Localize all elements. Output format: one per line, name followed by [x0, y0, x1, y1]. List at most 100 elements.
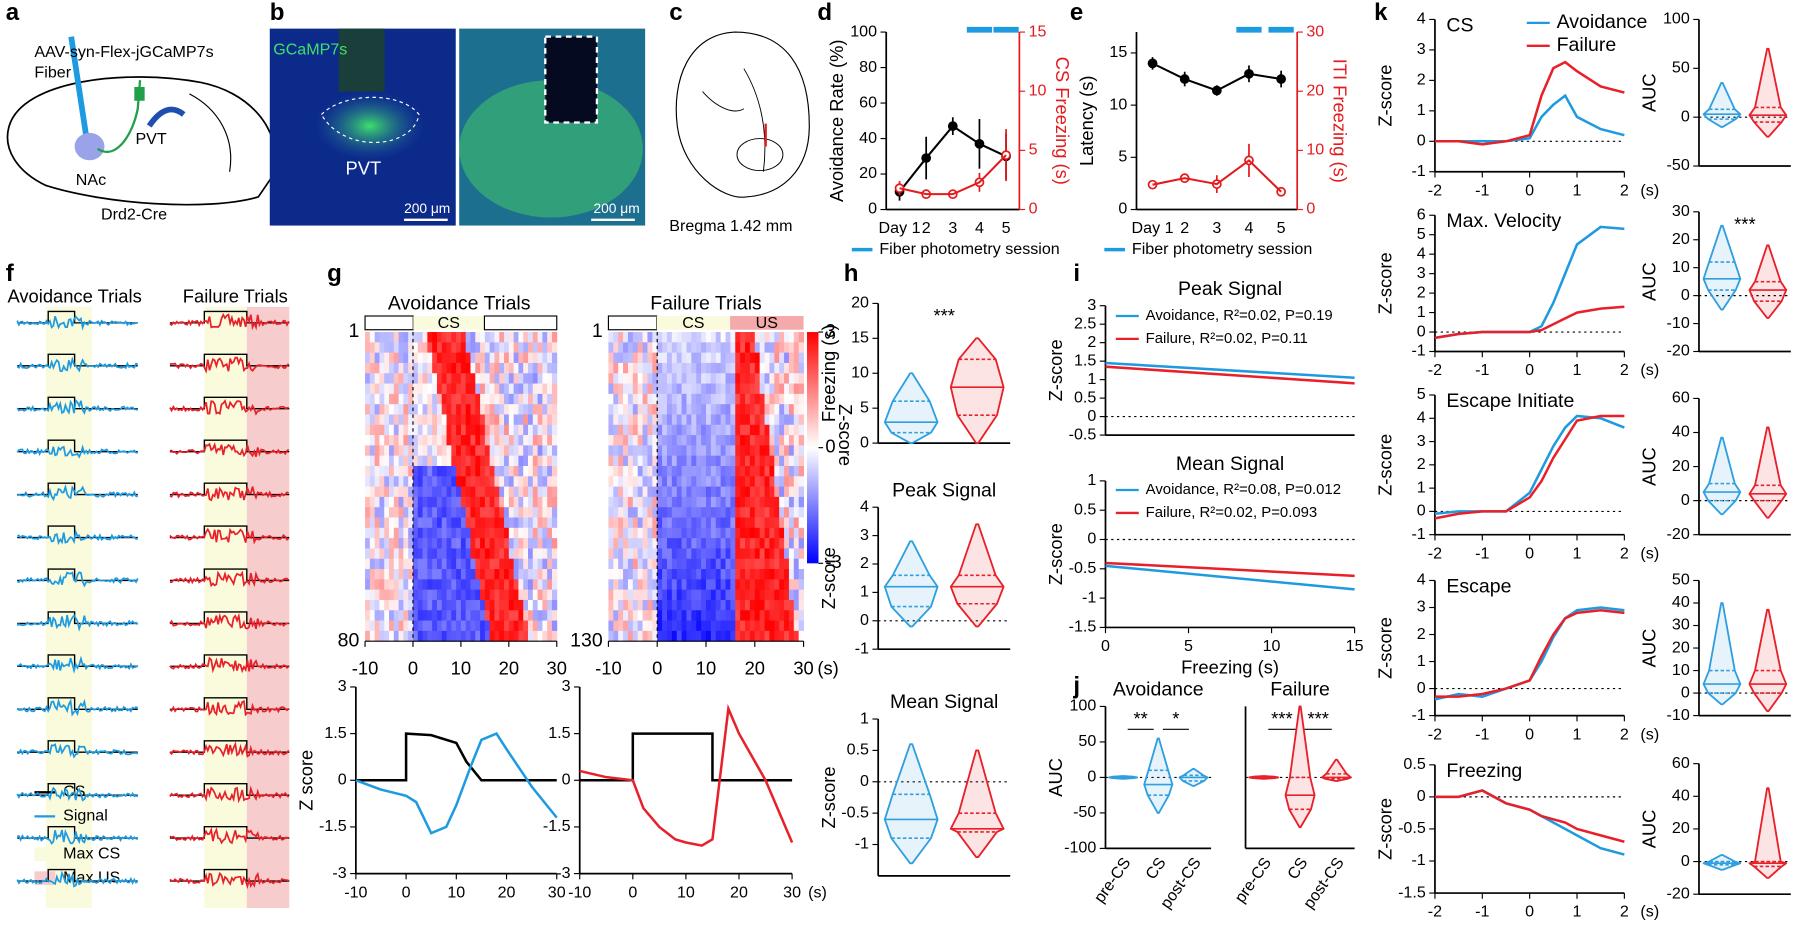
- heatmap-cell: [427, 393, 433, 405]
- heatmap-cell: [710, 630, 717, 642]
- y-axis-label: AUC: [1639, 73, 1660, 112]
- heatmap-cell: [441, 435, 447, 446]
- heatmap-cell: [551, 496, 558, 508]
- heatmap-cell: [701, 352, 707, 364]
- heatmap-cell: [489, 610, 495, 622]
- heatmap-cell: [446, 435, 452, 446]
- heatmap-cell: [480, 383, 486, 395]
- x-tick-label: -2: [1428, 181, 1442, 199]
- heatmap-cell: [701, 620, 707, 632]
- heatmap-cell: [523, 455, 529, 467]
- heatmap-cell: [696, 465, 702, 477]
- heatmap-cell: [793, 362, 800, 374]
- heatmap-cell: [696, 527, 702, 539]
- heatmap-cell: [686, 517, 692, 529]
- heatmap-cell: [528, 496, 534, 508]
- heatmap-cell: [740, 496, 746, 508]
- heatmap-cell: [662, 630, 668, 642]
- heatmap-cell: [499, 620, 505, 632]
- x-tick-label: -2: [1428, 361, 1442, 379]
- heatmap-cell: [432, 404, 438, 415]
- heatmap-cell: [470, 424, 476, 436]
- y-tick-label: 20: [1672, 457, 1690, 475]
- heatmap-cell: [436, 373, 443, 385]
- heatmap-cell: [523, 538, 529, 549]
- heatmap-cell: [696, 538, 702, 549]
- y-tick-label: 60: [859, 93, 877, 111]
- heatmap-cell: [784, 630, 790, 642]
- heatmap-cell: [417, 435, 424, 446]
- heatmap-cell: [475, 538, 481, 549]
- heatmap-cell: [523, 465, 529, 477]
- heatmap-cell: [408, 599, 414, 611]
- heatmap-cell: [432, 496, 438, 508]
- heatmap-cell: [542, 486, 548, 498]
- y-tick-label: 4: [1417, 10, 1426, 28]
- heatmap-cell: [446, 486, 452, 498]
- heatmap-cell: [403, 579, 409, 591]
- heatmap-cell: [513, 620, 519, 632]
- heatmap-cell: [652, 579, 658, 591]
- heatmap-cell: [551, 527, 558, 539]
- heatmap-cell: [725, 579, 731, 591]
- heatmap-cell: [494, 455, 500, 467]
- heatmap-cell: [374, 332, 380, 343]
- heatmap-cell: [422, 507, 428, 518]
- heatmap-cell: [618, 507, 624, 518]
- heatmap-cell: [613, 424, 619, 436]
- heatmap-cell: [759, 332, 765, 343]
- heatmap-cell: [613, 548, 619, 560]
- heatmap-cell: [720, 445, 726, 457]
- y-axis-label: Z-score: [818, 766, 839, 828]
- heatmap-cell: [705, 404, 712, 415]
- heatmap-cell: [793, 455, 800, 467]
- heatmap-cell: [542, 558, 548, 570]
- heatmap-cell: [647, 424, 653, 436]
- heatmap-cell: [662, 404, 668, 415]
- heatmap-cell: [369, 342, 376, 354]
- heatmap-cell: [379, 445, 385, 457]
- heatmap-cell: [725, 362, 731, 374]
- heatmap-cell: [508, 496, 515, 508]
- heatmap-cell: [398, 455, 404, 467]
- heatmap-cell: [446, 507, 452, 518]
- heatmap-cell: [681, 620, 687, 632]
- heatmap-cell: [623, 393, 629, 405]
- heatmap-cell: [696, 610, 702, 622]
- colorbar-tick-label: 0: [825, 436, 835, 457]
- heatmap-cell: [427, 610, 433, 622]
- epoch-box: [413, 316, 485, 330]
- section-line: [702, 68, 766, 172]
- heatmap-cell: [441, 445, 447, 457]
- x-tick-label: 30: [783, 883, 801, 901]
- heatmap-cell: [798, 404, 805, 415]
- heatmap-cell: [379, 342, 385, 354]
- y-tick-label: 4: [1417, 571, 1426, 589]
- heatmap-cell: [618, 548, 624, 560]
- heatmap-cell: [374, 373, 380, 385]
- fiber-track: [544, 35, 599, 124]
- heatmap-cell: [613, 507, 619, 518]
- x-tick-label: 3: [1212, 219, 1221, 237]
- heatmap-cell: [398, 362, 404, 374]
- heatmap-cell: [715, 383, 722, 395]
- heatmap-cell: [451, 589, 457, 601]
- heatmap-cell: [788, 558, 795, 570]
- heatmap-cell: [691, 455, 697, 467]
- heatmap-cell: [408, 620, 414, 632]
- heatmap-cell: [528, 507, 534, 518]
- heatmap-cell: [489, 527, 495, 539]
- heatmap-cell: [518, 569, 524, 580]
- heatmap-cell: [637, 569, 644, 580]
- heatmap-cell: [504, 538, 510, 549]
- heatmap-cell: [465, 465, 471, 477]
- heatmap-cell: [666, 538, 673, 549]
- heatmap-cell: [735, 455, 741, 467]
- heatmap-cell: [666, 383, 673, 395]
- heatmap-cell: [715, 404, 722, 415]
- heatmap-cell: [676, 630, 683, 642]
- heatmap-cell: [705, 610, 712, 622]
- heatmap-cell: [547, 486, 553, 498]
- heatmap-cell: [686, 455, 692, 467]
- heatmap-cell: [652, 414, 658, 426]
